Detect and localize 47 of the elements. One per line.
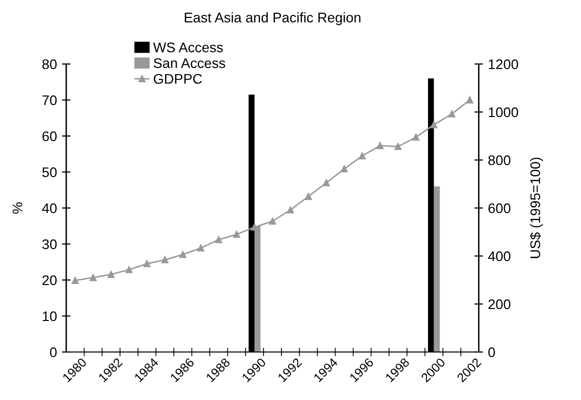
- y2-tick-label: 200: [488, 299, 510, 310]
- y-tick-label: 10: [42, 311, 57, 322]
- y2-axis-title: US$ (1995=100): [530, 158, 543, 258]
- chart-title: East Asia and Pacific Region: [184, 12, 360, 26]
- point: [197, 244, 204, 252]
- y-tick-label: 50: [42, 167, 57, 178]
- bar: [248, 94, 255, 352]
- point: [394, 143, 402, 150]
- legend-label: San Access: [154, 58, 226, 68]
- bar: [434, 186, 440, 352]
- point: [126, 266, 132, 274]
- point: [143, 260, 150, 268]
- point: [340, 165, 348, 172]
- point: [161, 256, 168, 264]
- y-tick-label: 30: [42, 239, 57, 250]
- point: [322, 179, 330, 186]
- point: [269, 218, 276, 225]
- point: [448, 110, 456, 118]
- y2-tick-label: 400: [488, 251, 510, 262]
- y-axis-title: %: [12, 202, 22, 214]
- y-tick-label: 0: [50, 347, 57, 358]
- y-tick-label: 40: [42, 203, 57, 214]
- point: [215, 236, 222, 244]
- legend-label: GDPPC: [154, 74, 202, 84]
- y-tick-label: 20: [42, 275, 57, 286]
- point: [233, 230, 240, 238]
- point: [90, 274, 97, 282]
- point: [466, 96, 474, 104]
- y2-tick-label: 600: [488, 203, 510, 214]
- point: [430, 121, 438, 128]
- y2-tick-label: 1200: [488, 59, 518, 70]
- point: [358, 152, 366, 160]
- point: [72, 277, 79, 284]
- point: [108, 271, 115, 278]
- point: [412, 134, 420, 141]
- y2-tick-label: 1000: [488, 107, 518, 118]
- bar: [428, 78, 434, 352]
- y-tick-label: 60: [42, 131, 57, 142]
- point: [179, 251, 186, 258]
- y-tick-label: 80: [42, 59, 57, 70]
- y-tick-label: 70: [42, 95, 57, 106]
- y2-tick-label: 0: [488, 347, 495, 358]
- point: [376, 142, 384, 150]
- legend-label: WS Access: [153, 42, 223, 52]
- point: [286, 206, 294, 214]
- y2-tick-label: 800: [488, 155, 510, 166]
- point: [304, 193, 312, 200]
